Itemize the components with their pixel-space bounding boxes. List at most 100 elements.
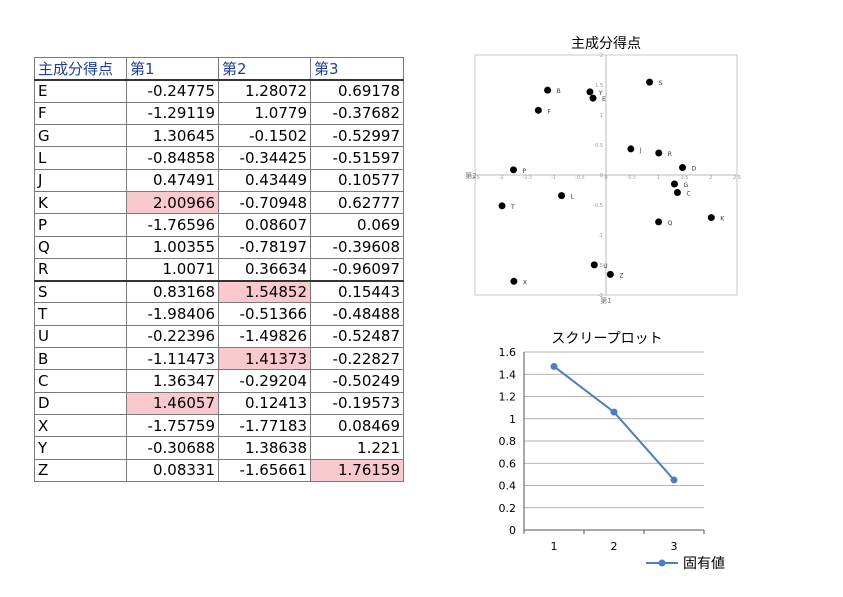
table-row: J 0.47491 0.43449 0.10577 (34, 168, 404, 192)
point-label: T (510, 204, 515, 211)
score-cell: -1.76596 (126, 213, 219, 237)
chart-title: 主成分得点 (571, 35, 641, 52)
score-cell: 0.08469 (310, 413, 404, 438)
data-point (670, 180, 678, 188)
score-cell: 0.36634 (218, 257, 311, 282)
score-cell: -1.77183 (218, 413, 311, 438)
x-tick-label: 2 (611, 540, 618, 553)
score-cell: -0.51366 (218, 302, 311, 326)
y-tick-label: 1.2 (499, 391, 517, 404)
data-point (606, 270, 614, 278)
point-label: C (686, 191, 690, 198)
score-cell: -0.78197 (218, 235, 311, 259)
y-axis-title: 第2 (465, 171, 476, 180)
data-point (655, 218, 663, 226)
data-point (627, 145, 635, 153)
score-cell: -0.22827 (310, 347, 404, 371)
point-label: J (639, 147, 642, 154)
table-body: E -0.24775 1.28072 0.69178 F -1.29119 1.0779 -0… (34, 79, 404, 482)
y-tick-label: 1 (600, 113, 603, 119)
data-point (510, 277, 518, 285)
y-tick-label: 0 (509, 524, 516, 537)
point-label: K (720, 216, 725, 223)
score-cell: -0.96097 (310, 257, 404, 282)
score-cell: 1.30645 (126, 124, 219, 148)
table-row: X -1.75759 -1.77183 0.08469 (34, 413, 404, 438)
y-tick-label: -2 (598, 293, 603, 299)
table-row: T -1.98406 -0.51366 -0.48488 (34, 302, 404, 326)
score-cell: -0.29204 (218, 369, 311, 393)
scatter-chart: 主成分得点 -2.5 -2 -1.5 -1 -0.5 0 0.5 1 1.5 2 2.5 -2 -1.5 -… (465, 35, 741, 305)
table-row: Y -0.30688 1.38638 1.221 (34, 436, 404, 460)
table-row: D 1.46057 0.12413 -0.19573 (34, 391, 404, 415)
data-point (589, 94, 597, 102)
score-cell: -1.65661 (218, 458, 311, 482)
data-point (707, 214, 715, 222)
table-row: S 0.83168 1.54852 0.15443 (34, 280, 404, 304)
x-tick-label: -1 (551, 175, 556, 181)
point-label: R (668, 151, 672, 158)
y-tick-label: 0.8 (499, 435, 517, 448)
score-cell: 1.0071 (126, 257, 219, 282)
series-point (610, 408, 618, 416)
score-cell: -0.52997 (310, 124, 404, 148)
y-tick-label: 1.6 (499, 346, 517, 359)
header-cell: 第2 (218, 57, 311, 81)
data-point (558, 192, 566, 200)
data-point (646, 78, 654, 86)
x-tick-label: 0 (604, 175, 607, 181)
data-point (498, 202, 506, 210)
point-label: Y (598, 90, 603, 97)
score-cell: -1.75759 (126, 413, 219, 438)
table-row: Q 1.00355 -0.78197 -0.39608 (34, 235, 404, 259)
y-tick-label: 1 (509, 413, 516, 426)
point-label: Q (668, 220, 673, 227)
x-tick-label: 3 (671, 540, 678, 553)
data-point (509, 166, 517, 174)
x-tick-label: 0.5 (628, 175, 636, 181)
y-tick-label: -0.5 (593, 203, 603, 209)
point-label: D (692, 166, 697, 173)
data-point (673, 189, 681, 197)
y-tick-label: 1.5 (595, 83, 603, 89)
table-header-row: 主成分得点 第1 第2 第3 (34, 57, 404, 81)
legend-marker (658, 559, 666, 567)
score-cell: -1.29119 (126, 101, 219, 126)
x-tick-label: 2.5 (733, 175, 741, 181)
y-tick-label: 2 (600, 53, 603, 59)
table-row: Z 0.08331 -1.65661 1.76159 (34, 458, 404, 482)
y-tick-label: -1 (598, 233, 603, 239)
data-point (590, 261, 598, 269)
score-cell: 1.41373 (218, 347, 311, 371)
data-point (544, 86, 552, 94)
x-tick-label: -2 (499, 175, 504, 181)
score-cell: -0.34425 (218, 146, 311, 170)
data-point (534, 106, 542, 114)
point-label: Z (619, 272, 623, 279)
data-point (655, 149, 663, 157)
point-label: S (659, 80, 663, 87)
series-point (550, 362, 558, 370)
point-label: G (683, 182, 688, 189)
point-label: U (603, 263, 607, 270)
score-cell: 2.00966 (126, 190, 219, 215)
score-cell: -0.48488 (310, 302, 404, 326)
x-axis-title: 第1 (600, 296, 611, 305)
header-cell: 主成分得点 (34, 57, 127, 81)
score-cell: -0.50249 (310, 369, 404, 393)
data-point (586, 88, 594, 96)
legend-label: 固有値 (683, 556, 725, 572)
y-tick-label: 0.4 (499, 480, 517, 493)
score-cell: -0.52487 (310, 324, 404, 349)
table-row: R 1.0071 0.36634 -0.96097 (34, 257, 404, 282)
point-label: L (571, 194, 575, 201)
score-cell: 0.08331 (126, 458, 219, 482)
series-point (670, 476, 678, 484)
point-label: F (547, 108, 551, 115)
y-tick-label: 0.2 (499, 502, 517, 515)
score-cell: 1.76159 (310, 458, 404, 482)
point-label: E (602, 96, 606, 103)
y-tick-label: 0.6 (499, 457, 517, 470)
x-tick-label: 1 (551, 540, 558, 553)
